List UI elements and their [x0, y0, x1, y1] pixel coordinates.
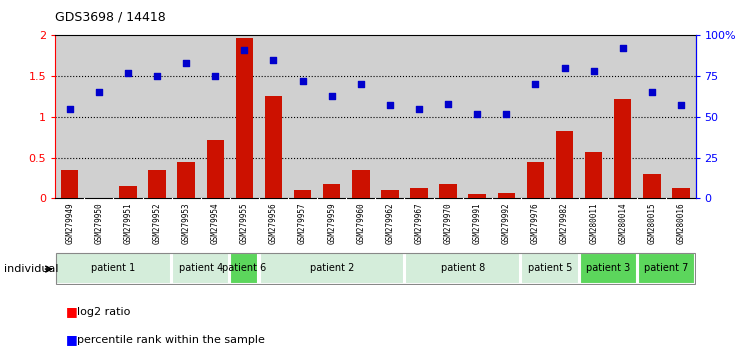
Point — [617, 46, 629, 51]
Point — [471, 111, 483, 116]
Bar — [381, 190, 399, 198]
Bar — [265, 96, 282, 198]
FancyBboxPatch shape — [638, 253, 695, 284]
Text: patient 7: patient 7 — [644, 263, 689, 273]
Text: GSM279982: GSM279982 — [560, 202, 569, 244]
Bar — [556, 131, 573, 198]
Text: GSM279949: GSM279949 — [66, 202, 74, 244]
Text: GSM279991: GSM279991 — [473, 202, 482, 244]
Text: log2 ratio: log2 ratio — [77, 307, 131, 316]
Text: GSM279976: GSM279976 — [531, 202, 540, 244]
Text: patient 5: patient 5 — [528, 263, 572, 273]
Text: GSM280015: GSM280015 — [648, 202, 657, 244]
Text: GSM279967: GSM279967 — [414, 202, 423, 244]
Point — [500, 111, 512, 116]
Point — [64, 106, 76, 112]
Text: patient 6: patient 6 — [222, 263, 266, 273]
Text: GDS3698 / 14418: GDS3698 / 14418 — [55, 10, 166, 23]
Bar — [410, 188, 428, 198]
Point — [675, 103, 687, 108]
Bar — [294, 190, 311, 198]
Bar — [90, 198, 107, 201]
Point — [413, 106, 425, 112]
Bar — [439, 184, 457, 198]
Bar — [61, 170, 79, 198]
Bar — [119, 186, 137, 198]
FancyBboxPatch shape — [405, 253, 520, 284]
Point — [122, 70, 134, 76]
Bar — [236, 38, 253, 198]
Text: patient 1: patient 1 — [91, 263, 135, 273]
Point — [384, 103, 396, 108]
Bar — [469, 194, 486, 198]
Point — [238, 47, 250, 53]
Point — [93, 90, 105, 95]
Text: GSM279951: GSM279951 — [124, 202, 132, 244]
FancyBboxPatch shape — [56, 253, 171, 284]
Bar — [643, 174, 661, 198]
Point — [326, 93, 338, 98]
Bar — [672, 188, 690, 198]
Point — [355, 81, 367, 87]
Text: ■: ■ — [66, 305, 78, 318]
Text: ■: ■ — [66, 333, 78, 346]
Point — [151, 73, 163, 79]
Text: GSM279956: GSM279956 — [269, 202, 278, 244]
Text: GSM279962: GSM279962 — [386, 202, 394, 244]
Text: GSM279957: GSM279957 — [298, 202, 307, 244]
Text: percentile rank within the sample: percentile rank within the sample — [77, 335, 265, 345]
Text: patient 3: patient 3 — [586, 263, 630, 273]
FancyBboxPatch shape — [172, 253, 229, 284]
FancyBboxPatch shape — [260, 253, 404, 284]
Text: GSM280014: GSM280014 — [618, 202, 627, 244]
Text: GSM279954: GSM279954 — [210, 202, 220, 244]
Text: GSM279953: GSM279953 — [182, 202, 191, 244]
Bar — [323, 184, 341, 198]
Text: GSM279959: GSM279959 — [328, 202, 336, 244]
FancyBboxPatch shape — [230, 253, 258, 284]
Text: GSM279970: GSM279970 — [444, 202, 453, 244]
Point — [209, 73, 221, 79]
Bar — [585, 152, 602, 198]
Text: GSM279955: GSM279955 — [240, 202, 249, 244]
Point — [268, 57, 280, 63]
Point — [529, 81, 541, 87]
Bar — [149, 170, 166, 198]
Text: GSM279960: GSM279960 — [356, 202, 365, 244]
Bar — [527, 161, 544, 198]
Text: GSM279992: GSM279992 — [502, 202, 511, 244]
Bar — [352, 170, 369, 198]
Bar — [177, 161, 195, 198]
Point — [297, 78, 308, 84]
Text: GSM279950: GSM279950 — [94, 202, 103, 244]
Text: GSM279952: GSM279952 — [152, 202, 162, 244]
Text: individual: individual — [4, 264, 58, 274]
Point — [180, 60, 192, 66]
FancyBboxPatch shape — [522, 253, 578, 284]
Text: GSM280016: GSM280016 — [676, 202, 685, 244]
Point — [559, 65, 570, 71]
FancyBboxPatch shape — [580, 253, 637, 284]
Text: patient 2: patient 2 — [310, 263, 354, 273]
Text: patient 4: patient 4 — [179, 263, 223, 273]
Bar — [207, 139, 224, 198]
Text: GSM280011: GSM280011 — [589, 202, 598, 244]
Bar — [614, 99, 631, 198]
Text: patient 8: patient 8 — [441, 263, 485, 273]
Point — [588, 68, 600, 74]
Point — [646, 90, 658, 95]
Bar — [498, 193, 515, 198]
Point — [442, 101, 454, 107]
